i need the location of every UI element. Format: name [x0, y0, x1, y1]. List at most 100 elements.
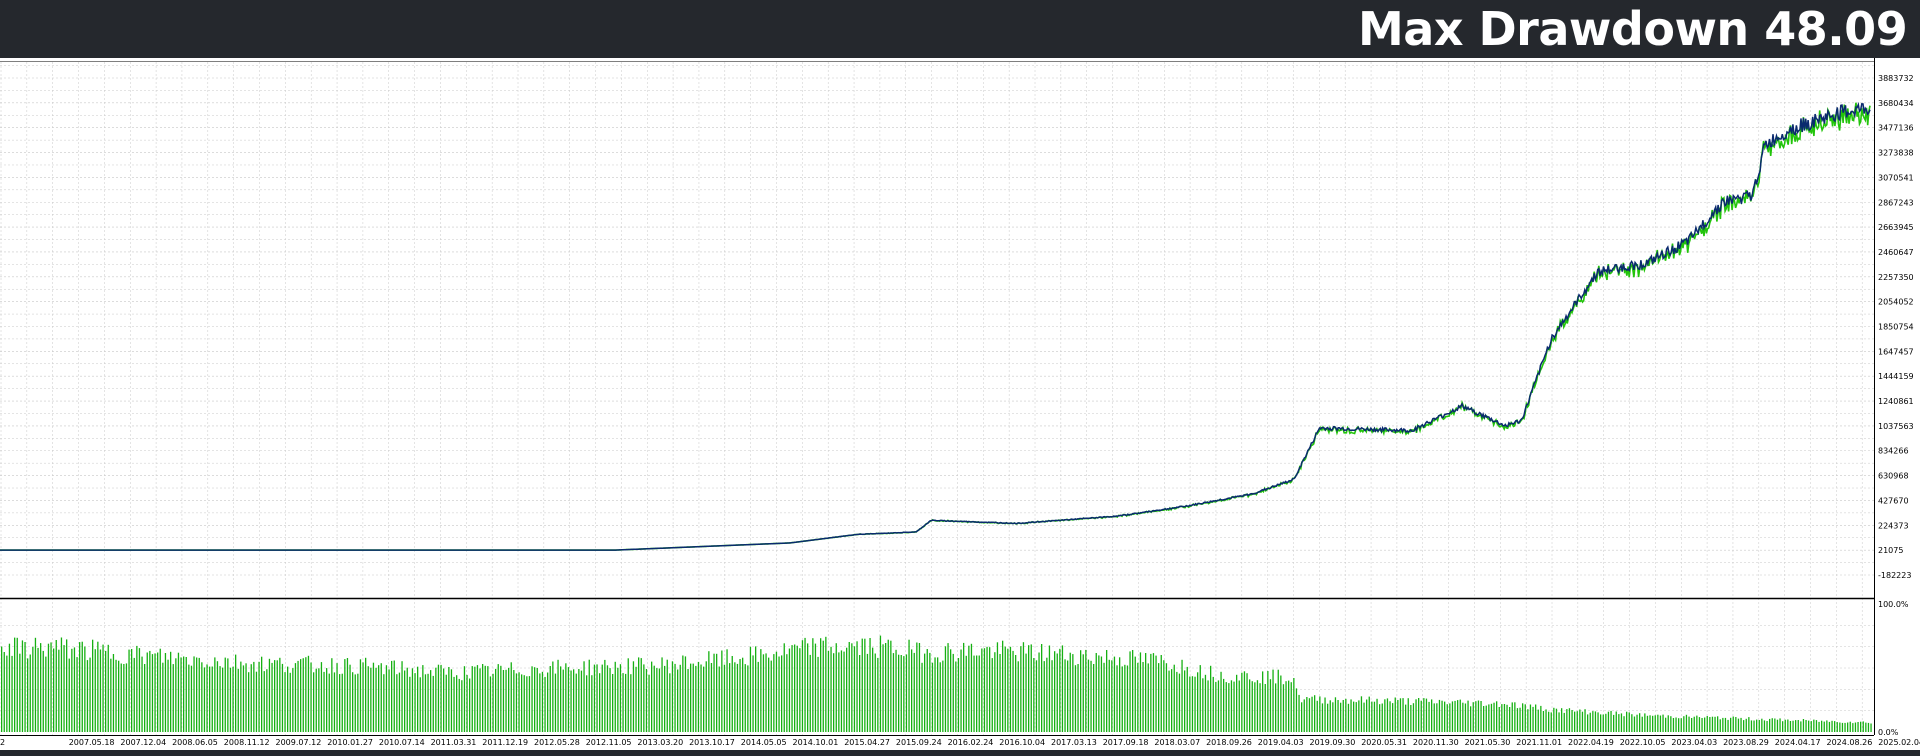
deposit-load-bar — [502, 670, 505, 732]
deposit-load-bar — [279, 657, 281, 732]
deposit-load-bar — [957, 658, 960, 732]
deposit-load-bar — [638, 657, 640, 732]
deposit-load-bar — [1605, 713, 1607, 732]
deposit-load-bar — [1202, 678, 1204, 732]
deposit-load-bar — [924, 653, 926, 732]
deposit-load-bar — [1867, 722, 1870, 732]
deposit-load-bar — [1160, 655, 1162, 732]
deposit-load-bar — [515, 673, 518, 732]
deposit-load-bar — [1431, 699, 1433, 732]
deposit-load-bar — [1649, 715, 1651, 732]
deposit-load-bar — [801, 640, 804, 732]
deposit-load-bar — [562, 669, 564, 732]
price-tick-label: 3477136 — [1878, 124, 1914, 133]
deposit-load-bar — [271, 662, 273, 732]
price-tick-label: 630968 — [1878, 472, 1909, 481]
deposit-load-bar — [120, 663, 122, 732]
price-tick-label: 1850754 — [1878, 323, 1914, 332]
price-scale-area — [1874, 58, 1920, 735]
deposit-load-bar — [289, 672, 291, 732]
deposit-load-bar — [1800, 721, 1802, 732]
deposit-load-bar — [154, 653, 156, 732]
deposit-load-bar — [1009, 646, 1012, 732]
deposit-load-bar — [807, 643, 809, 732]
deposit-load-bar — [1363, 702, 1365, 732]
deposit-load-bar — [443, 668, 445, 732]
equity-plot-area — [0, 58, 1874, 598]
deposit-load-bar — [588, 659, 590, 732]
deposit-load-bar — [97, 641, 99, 732]
price-tick-label: 21075 — [1878, 546, 1903, 555]
deposit-load-bar — [1711, 716, 1714, 732]
deposit-load-bar — [110, 658, 112, 732]
deposit-load-bar — [838, 652, 840, 732]
deposit-load-bar — [965, 655, 967, 732]
deposit-load-bar — [24, 642, 26, 732]
deposit-load-bar — [469, 678, 471, 732]
deposit-load-bar — [1542, 711, 1545, 732]
deposit-load-bar — [1033, 658, 1035, 732]
deposit-load-bar — [721, 650, 723, 732]
deposit-load-bar — [908, 639, 910, 732]
deposit-load-bar — [1241, 672, 1243, 732]
deposit-load-bar — [573, 669, 575, 732]
deposit-load-bar — [1579, 709, 1581, 732]
deposit-load-bar — [643, 664, 645, 732]
deposit-load-bar — [1246, 673, 1248, 732]
deposit-load-bar — [16, 637, 18, 732]
deposit-load-bar — [1628, 712, 1630, 732]
deposit-load-bar — [1134, 656, 1136, 732]
deposit-load-bar — [963, 642, 965, 732]
price-tick-label: 1444159 — [1878, 372, 1914, 381]
deposit-load-bar — [341, 673, 343, 732]
deposit-load-bar — [674, 663, 676, 732]
deposit-load-bar — [1490, 703, 1493, 732]
deposit-load-bar — [1509, 707, 1511, 732]
time-tick-label: 2019.09.30 — [1310, 738, 1356, 747]
deposit-load-bar — [1574, 711, 1576, 732]
deposit-load-bar — [1779, 718, 1781, 732]
deposit-load-bar — [484, 665, 486, 732]
deposit-load-bar — [1100, 656, 1103, 732]
deposit-load-bar — [596, 664, 598, 732]
deposit-load-bar — [1503, 704, 1506, 732]
deposit-load-bar — [138, 648, 141, 732]
deposit-load-bar — [1103, 662, 1105, 732]
deposit-load-bar — [796, 645, 798, 732]
price-tick-label: 3070541 — [1878, 173, 1914, 182]
deposit-load-bar — [1215, 681, 1217, 732]
deposit-load-bar — [177, 652, 180, 732]
deposit-load-bar — [76, 657, 78, 732]
deposit-load-bar — [414, 673, 416, 732]
deposit-load-bar — [276, 660, 278, 732]
deposit-load-bar — [86, 660, 89, 732]
deposit-load-bar — [79, 642, 81, 732]
price-tick-label: 3273838 — [1878, 149, 1914, 158]
deposit-load-bar — [510, 662, 512, 732]
plot-frames — [0, 58, 1875, 736]
deposit-load-bar — [1397, 700, 1399, 732]
deposit-load-bar — [835, 643, 837, 732]
deposit-load-bar — [1342, 700, 1344, 732]
deposit-load-bar — [651, 661, 653, 732]
deposit-load-bar — [1233, 681, 1235, 732]
deposit-load-bar — [976, 655, 978, 732]
deposit-load-bar — [1098, 655, 1100, 732]
deposit-load-bar — [123, 664, 125, 732]
deposit-load-bar — [580, 670, 583, 732]
deposit-load-bar — [53, 648, 55, 732]
deposit-load-bar — [1069, 652, 1071, 732]
deposit-load-bar — [266, 669, 268, 732]
deposit-load-bar — [1857, 722, 1859, 732]
deposit-load-bar — [196, 657, 198, 732]
deposit-load-bar — [346, 658, 349, 732]
time-tick-label: 2023.08.29 — [1723, 738, 1769, 747]
deposit-load-bar — [1420, 700, 1422, 732]
time-tick-label: 2008.06.05 — [172, 738, 218, 747]
deposit-load-bar — [1776, 719, 1779, 732]
deposit-load-bar — [1376, 698, 1378, 732]
deposit-load-bar — [960, 649, 962, 732]
deposit-load-bar — [1672, 718, 1675, 732]
deposit-load-bar — [788, 648, 791, 732]
